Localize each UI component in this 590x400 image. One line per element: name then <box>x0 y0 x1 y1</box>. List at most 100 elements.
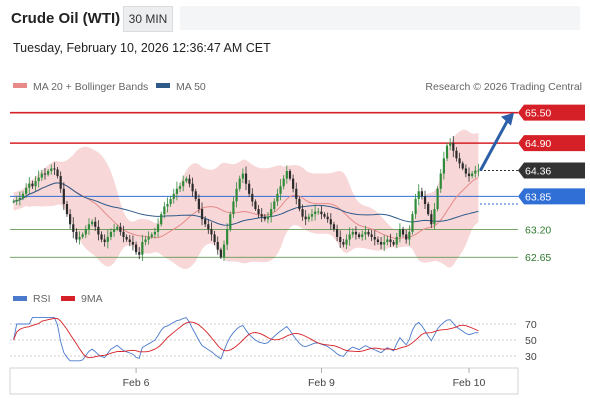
candle-body <box>433 209 436 225</box>
candle-body <box>153 231 157 235</box>
candle-body <box>348 234 351 240</box>
candle-body <box>323 214 326 217</box>
candle-body <box>279 186 282 194</box>
candle-body <box>106 236 109 243</box>
candle-body <box>222 244 226 258</box>
support-level-label: 62.65 <box>525 252 551 264</box>
rsi-level-label: 30 <box>525 351 537 363</box>
research-credit: Research © 2026 Trading Central <box>425 81 582 93</box>
candle-body <box>285 171 288 179</box>
candle-body <box>442 158 445 174</box>
ma20-line <box>13 177 479 240</box>
candle-body <box>178 186 182 189</box>
timeframe-selector[interactable]: 30 MIN <box>123 6 173 32</box>
resistance-level-label: 65.50 <box>525 108 551 120</box>
candle-body <box>62 188 65 204</box>
candle-body <box>361 234 364 237</box>
candle-body <box>427 203 430 215</box>
candle-body <box>449 143 452 146</box>
last-level-tag <box>518 162 585 179</box>
rsi-legend-label: RSI <box>33 293 51 305</box>
forecast-arrow-shaft <box>479 118 510 172</box>
candle-body <box>332 224 336 230</box>
candle-body <box>213 234 216 243</box>
x-tick-label: Feb 9 <box>308 377 335 389</box>
candle-body <box>200 209 204 220</box>
candle-body <box>191 183 194 192</box>
candle-body <box>53 168 56 170</box>
candle-body <box>405 234 408 240</box>
candle-body <box>84 229 87 235</box>
candle-body <box>273 201 276 210</box>
candle-body <box>25 187 28 194</box>
candle-body <box>477 170 480 172</box>
candle-body <box>263 216 266 220</box>
candle-body <box>436 188 439 210</box>
candle-body <box>383 242 386 245</box>
candle-body <box>147 236 150 240</box>
candle-body <box>156 224 160 232</box>
candle-body <box>398 229 402 237</box>
candle-body <box>166 203 169 207</box>
ma50-legend-label: MA 50 <box>176 81 206 93</box>
candle-body <box>122 231 125 237</box>
candle-body <box>128 239 131 243</box>
candle-body <box>34 181 37 187</box>
header-bar <box>180 6 580 30</box>
candle-body <box>317 211 320 213</box>
candle-body <box>461 163 464 169</box>
candle-body <box>134 244 138 253</box>
candle-body <box>232 201 235 215</box>
candle-body <box>97 226 100 235</box>
candle-body <box>464 168 467 174</box>
candle-body <box>467 173 471 177</box>
candle-body <box>125 236 128 240</box>
candle-body <box>329 219 332 225</box>
candle-body <box>169 198 172 204</box>
price-levels <box>10 111 518 258</box>
candle-body <box>229 214 232 230</box>
candle-body <box>364 231 367 235</box>
candle-body <box>241 173 244 179</box>
candle-body <box>276 193 279 202</box>
chart-header: Crude Oil (WTI) 30 MIN Tuesday, February… <box>0 0 588 68</box>
candle-body <box>314 211 317 215</box>
candle-body <box>373 236 376 240</box>
candle-body <box>357 234 361 237</box>
bollinger-bands <box>13 129 479 269</box>
candle-body <box>28 183 31 188</box>
candle-body <box>389 239 392 243</box>
candle-body <box>401 229 405 235</box>
ma50-line <box>13 182 479 226</box>
rsi-ma-line <box>13 317 479 359</box>
candle-body <box>175 188 178 194</box>
candle-body <box>455 150 458 159</box>
candle-body <box>219 249 222 258</box>
candle-body <box>458 158 461 164</box>
candle-body <box>244 173 248 184</box>
pivot-level-label: 63.85 <box>525 191 551 203</box>
candle-body <box>354 231 358 235</box>
rsi-ma-legend-label: 9MA <box>81 293 103 305</box>
candle-body <box>292 178 295 189</box>
candle-body <box>351 231 354 235</box>
candle-body <box>342 242 345 245</box>
rsi-ma-legend-swatch <box>61 296 75 301</box>
candle-body <box>207 224 210 230</box>
candle-body <box>367 231 370 235</box>
x-axis: Feb 6 Feb 9 Feb 10 <box>9 367 519 395</box>
candle-body <box>307 216 310 220</box>
candle-body <box>18 197 21 200</box>
candle-body <box>260 214 263 217</box>
candle-body <box>386 239 389 243</box>
candle-body <box>408 231 411 240</box>
candle-body <box>182 181 185 187</box>
candle-body <box>12 201 15 203</box>
price-level-labels: 65.50 64.90 64.36 63.85 63.20 62.65 <box>518 104 585 264</box>
candle-body <box>310 214 314 217</box>
candle-body <box>37 177 40 182</box>
candle-body <box>439 173 442 189</box>
candle-body <box>163 206 166 215</box>
x-tick-label: Feb 10 <box>453 377 486 389</box>
